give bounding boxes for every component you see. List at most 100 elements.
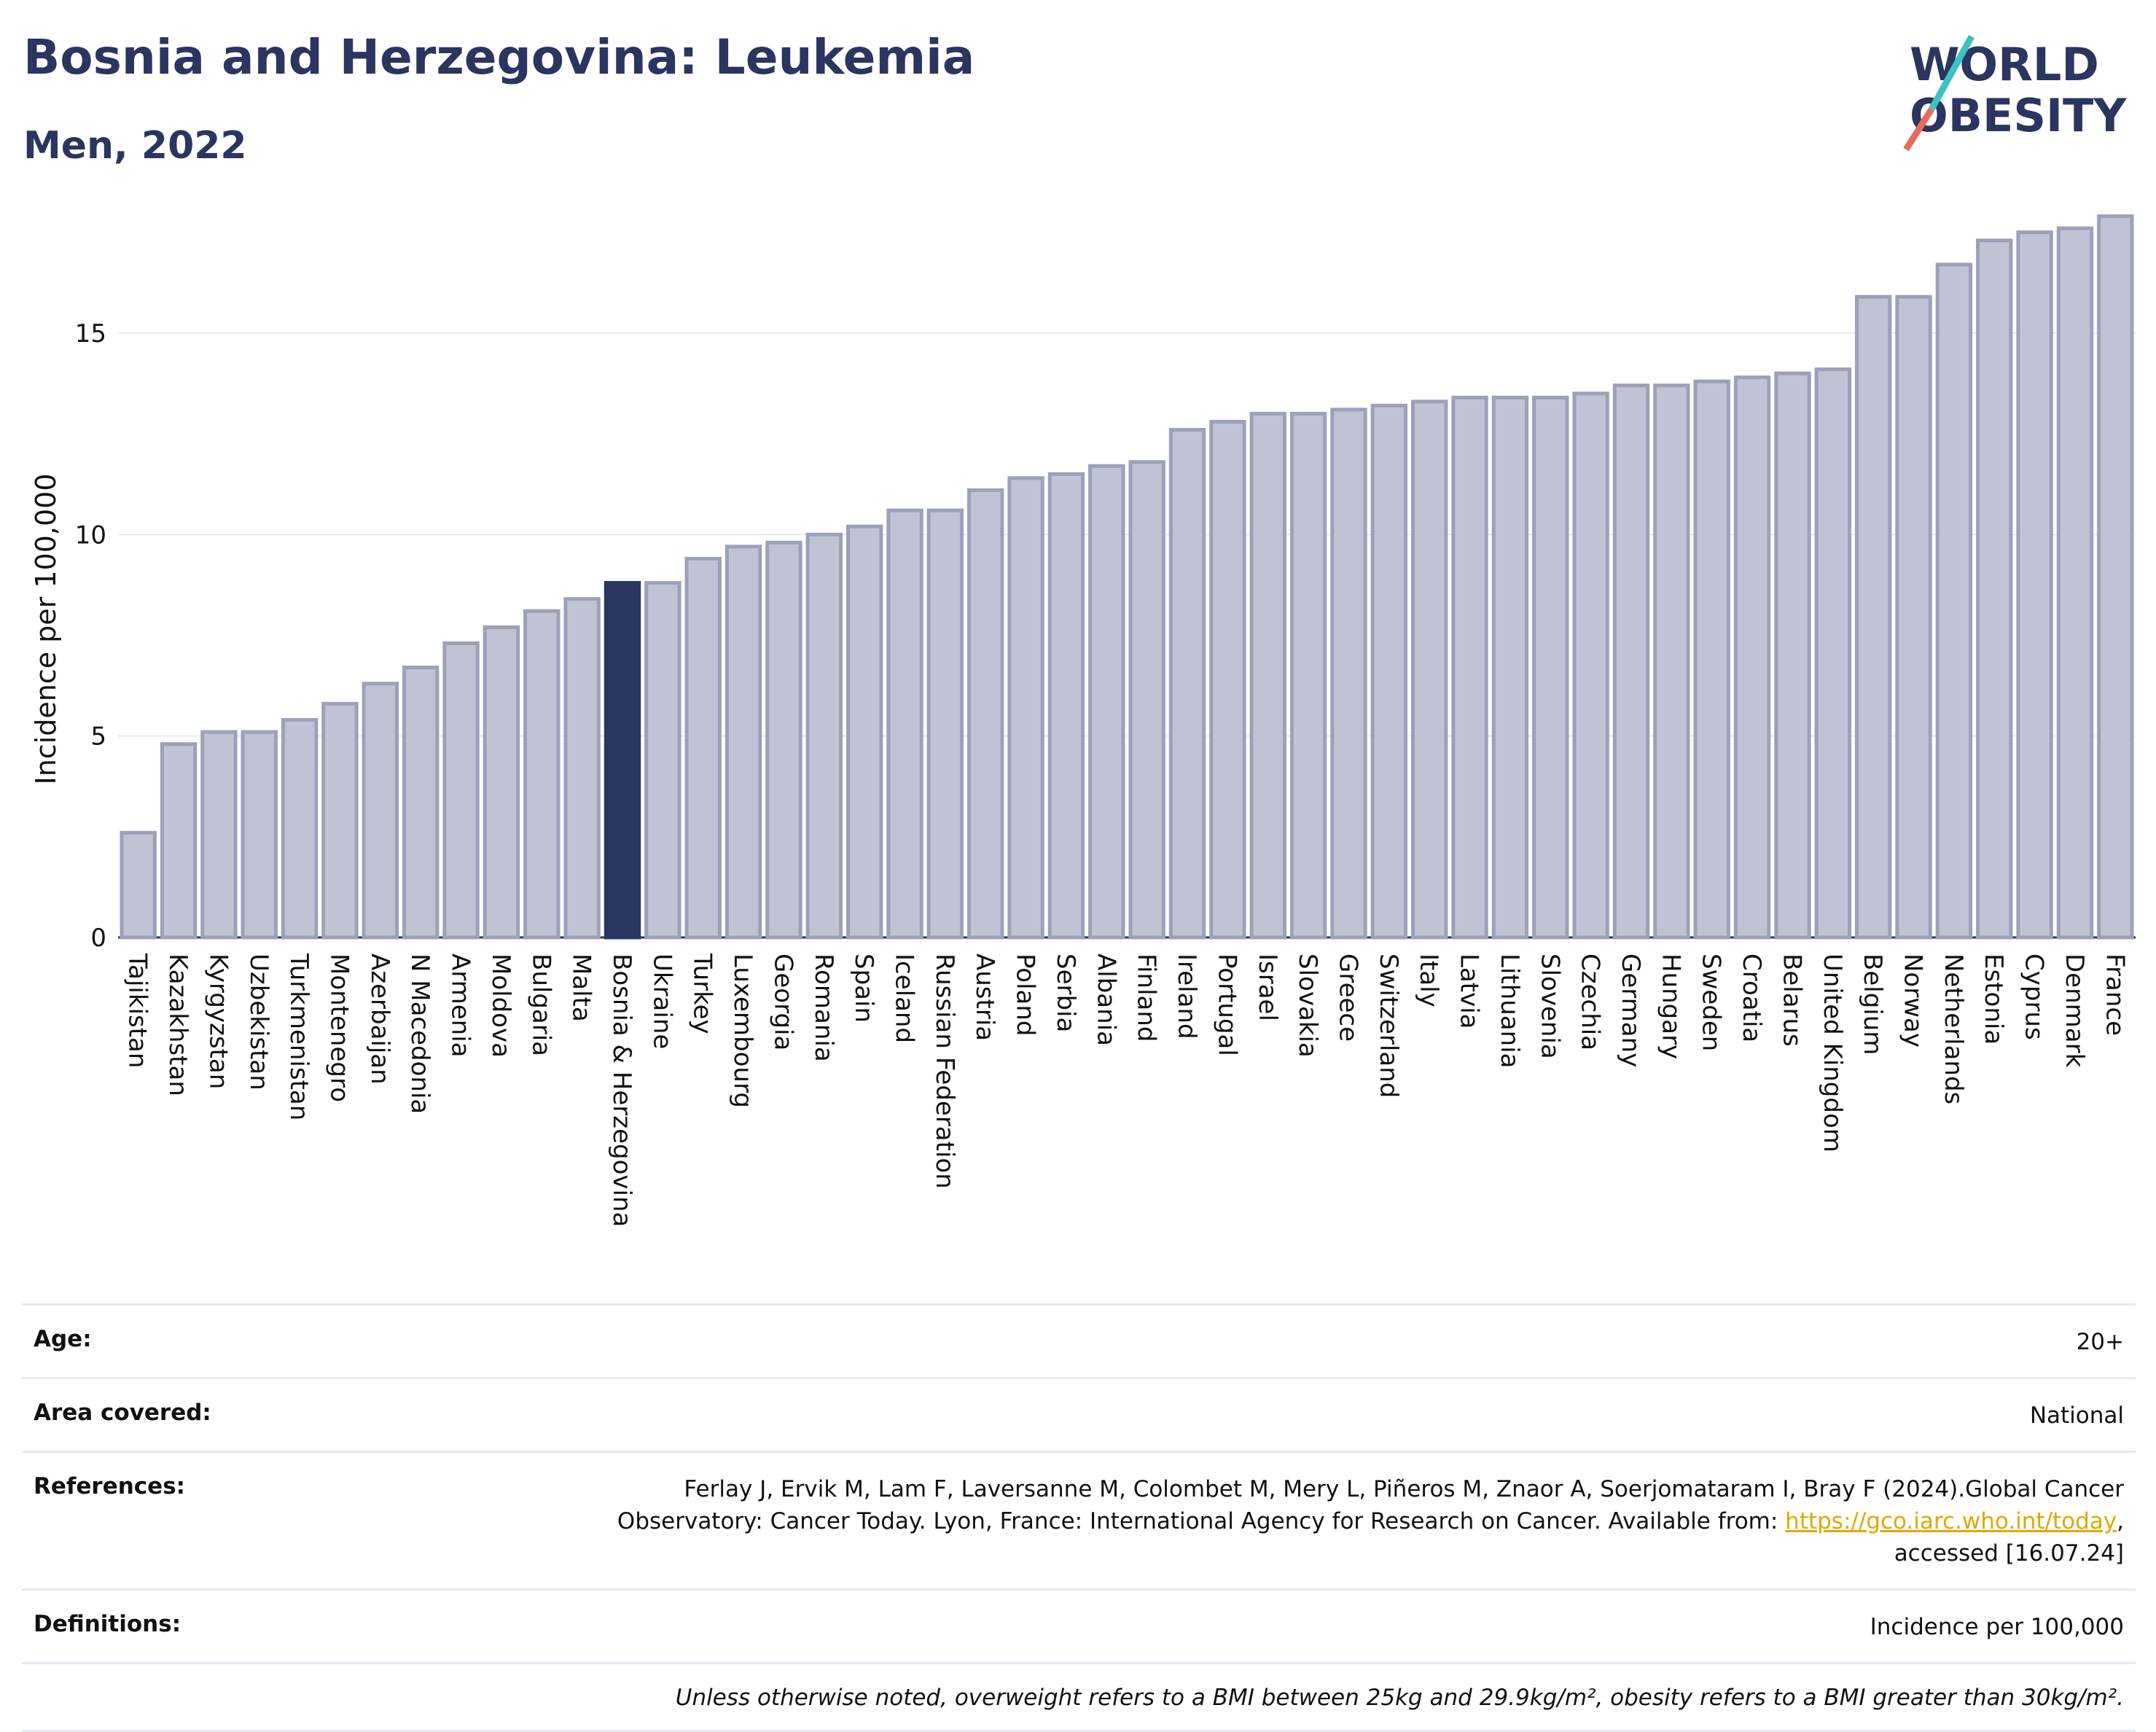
- x-tick-label: Portugal: [1212, 953, 1241, 1056]
- bar: [2097, 214, 2134, 940]
- bar: [362, 682, 399, 940]
- x-tick-label: Azerbaijan: [365, 953, 394, 1085]
- meta-row-note: Unless otherwise noted, overweight refer…: [22, 1662, 2136, 1732]
- bar: [200, 730, 238, 940]
- x-tick-label: Finland: [1132, 953, 1161, 1042]
- references-line2-end: ,: [2117, 1508, 2124, 1534]
- x-tick-label: Moldova: [486, 953, 515, 1058]
- bar: [967, 488, 1004, 940]
- x-tick-label: Latvia: [1455, 953, 1484, 1029]
- bar: [563, 597, 601, 940]
- y-tick-label: 5: [90, 722, 106, 752]
- y-tick-label: 0: [90, 924, 106, 953]
- x-tick-label: Montenegro: [324, 953, 354, 1102]
- bar: [483, 625, 520, 940]
- bar: [1774, 371, 1811, 940]
- bar: [1007, 476, 1044, 940]
- x-tick-label: Germany: [1616, 953, 1645, 1067]
- y-tick-label: 10: [75, 520, 106, 550]
- bar: [1935, 262, 1973, 940]
- meta-row-age: Age: 20+: [22, 1303, 2136, 1377]
- x-tick-label: Estonia: [1979, 953, 2008, 1045]
- x-tick-label: Greece: [1333, 953, 1362, 1042]
- bar: [1209, 419, 1246, 940]
- definitions-value: Incidence per 100,000: [1870, 1614, 2124, 1640]
- x-tick-label: France: [2100, 953, 2129, 1036]
- age-label: Age:: [34, 1326, 92, 1352]
- x-tick-label: Norway: [1899, 953, 1928, 1048]
- bar: [1289, 411, 1327, 940]
- references-line1: Ferlay J, Ervik M, Lam F, Laversanne M, …: [684, 1476, 2124, 1502]
- logo-line1: WORLD: [1910, 38, 2099, 91]
- bar: [1854, 294, 1892, 940]
- x-tick-label: Israel: [1253, 953, 1282, 1021]
- page-title: Bosnia and Herzegovina: Leukemia: [23, 29, 975, 85]
- references-line2: Observatory: Cancer Today. Lyon, France:…: [617, 1508, 1786, 1534]
- bar: [1976, 238, 2013, 940]
- x-tick-label: Ukraine: [647, 953, 676, 1049]
- world-obesity-logo: WORLD OBESITY: [1903, 34, 2127, 152]
- bar: [321, 701, 359, 940]
- meta-row-definitions: Definitions: Incidence per 100,000: [22, 1588, 2136, 1662]
- x-tick-label: Romania: [809, 953, 838, 1062]
- area-label: Area covered:: [34, 1400, 211, 1426]
- bar: [1693, 379, 1730, 940]
- x-tick-label: Belgium: [1858, 953, 1887, 1055]
- x-tick-label: Bulgaria: [526, 953, 555, 1056]
- x-tick-label: Hungary: [1656, 953, 1685, 1059]
- bar: [1532, 395, 1569, 940]
- bar: [1612, 383, 1650, 940]
- bar: [241, 730, 278, 940]
- bar: [1330, 407, 1367, 940]
- bar: [926, 508, 964, 940]
- bar: [1895, 294, 1932, 940]
- bar: [845, 524, 883, 940]
- x-tick-label: Uzbekistan: [244, 953, 273, 1091]
- bmi-note: Unless otherwise noted, overweight refer…: [675, 1685, 2124, 1711]
- x-tick-label: Turkey: [688, 953, 717, 1034]
- x-tick-label: Armenia: [446, 953, 475, 1058]
- bar: [2056, 226, 2094, 940]
- bar: [523, 609, 561, 940]
- bar: [1653, 383, 1690, 940]
- x-tick-label: Turkmenistan: [284, 953, 313, 1120]
- bar: [805, 532, 843, 940]
- meta-row-area: Area covered: National: [22, 1377, 2136, 1451]
- y-axis-title: Incidence per 100,000: [30, 473, 62, 784]
- bar: [402, 666, 440, 940]
- x-tick-label: Denmark: [2060, 953, 2089, 1068]
- bar: [765, 540, 802, 940]
- bar-chart: 0 5 10 15 Tajikistan Kazakhstan Kyrgyzstan Uzb…: [30, 214, 2136, 1227]
- bar: [1733, 375, 1771, 940]
- bar: [1814, 367, 1851, 940]
- x-tick-label: Iceland: [890, 953, 919, 1043]
- bar: [1249, 411, 1286, 940]
- bar: [1572, 391, 1609, 940]
- page-subtitle: Men, 2022: [23, 124, 247, 168]
- area-value: National: [2029, 1403, 2124, 1429]
- references-link[interactable]: https://gco.iarc.who.int/today: [1785, 1508, 2117, 1534]
- x-tick-label: Lithuania: [1495, 953, 1524, 1068]
- x-tick-label: Sweden: [1697, 953, 1726, 1051]
- bar: [886, 508, 923, 940]
- x-tick-label: Slovakia: [1293, 953, 1322, 1058]
- x-tick-label: Serbia: [1051, 953, 1080, 1032]
- x-tick-label: Tajikistan: [123, 953, 152, 1068]
- bar: [1411, 399, 1448, 940]
- bar: [1168, 428, 1206, 940]
- x-tick-label: Netherlands: [1939, 953, 1968, 1104]
- x-tick-label: Czechia: [1576, 953, 1605, 1050]
- bar: [1047, 472, 1085, 940]
- bar: [724, 545, 762, 940]
- x-tick-label: Italy: [1414, 953, 1443, 1007]
- x-tick-label: Austria: [970, 953, 999, 1041]
- x-tick-label: Poland: [1011, 953, 1040, 1037]
- x-tick-label: Belarus: [1777, 953, 1806, 1047]
- bar: [644, 581, 681, 940]
- x-tick-label: Albania: [1091, 953, 1120, 1046]
- bar: [160, 742, 198, 940]
- x-tick-label: Switzerland: [1374, 953, 1403, 1098]
- bar: [684, 556, 722, 940]
- x-tick-label: Kyrgyzstan: [203, 953, 233, 1089]
- meta-row-references: References: Ferlay J, Ervik M, Lam F, La…: [22, 1451, 2136, 1588]
